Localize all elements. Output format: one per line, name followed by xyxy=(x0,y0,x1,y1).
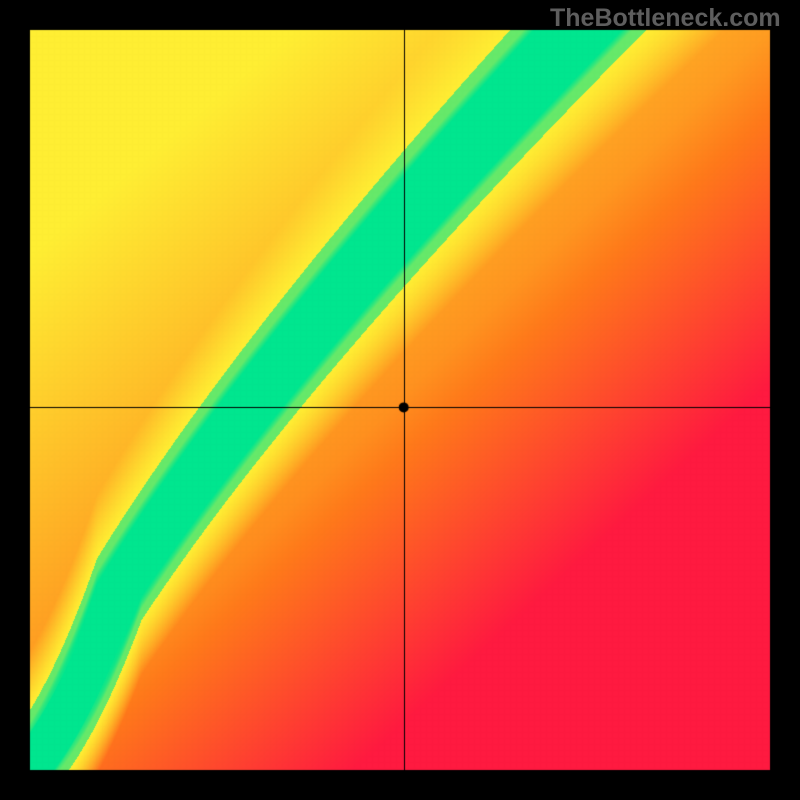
heatmap-canvas xyxy=(0,0,800,800)
watermark-text: TheBottleneck.com xyxy=(550,4,781,33)
chart-container: TheBottleneck.com xyxy=(0,0,800,800)
